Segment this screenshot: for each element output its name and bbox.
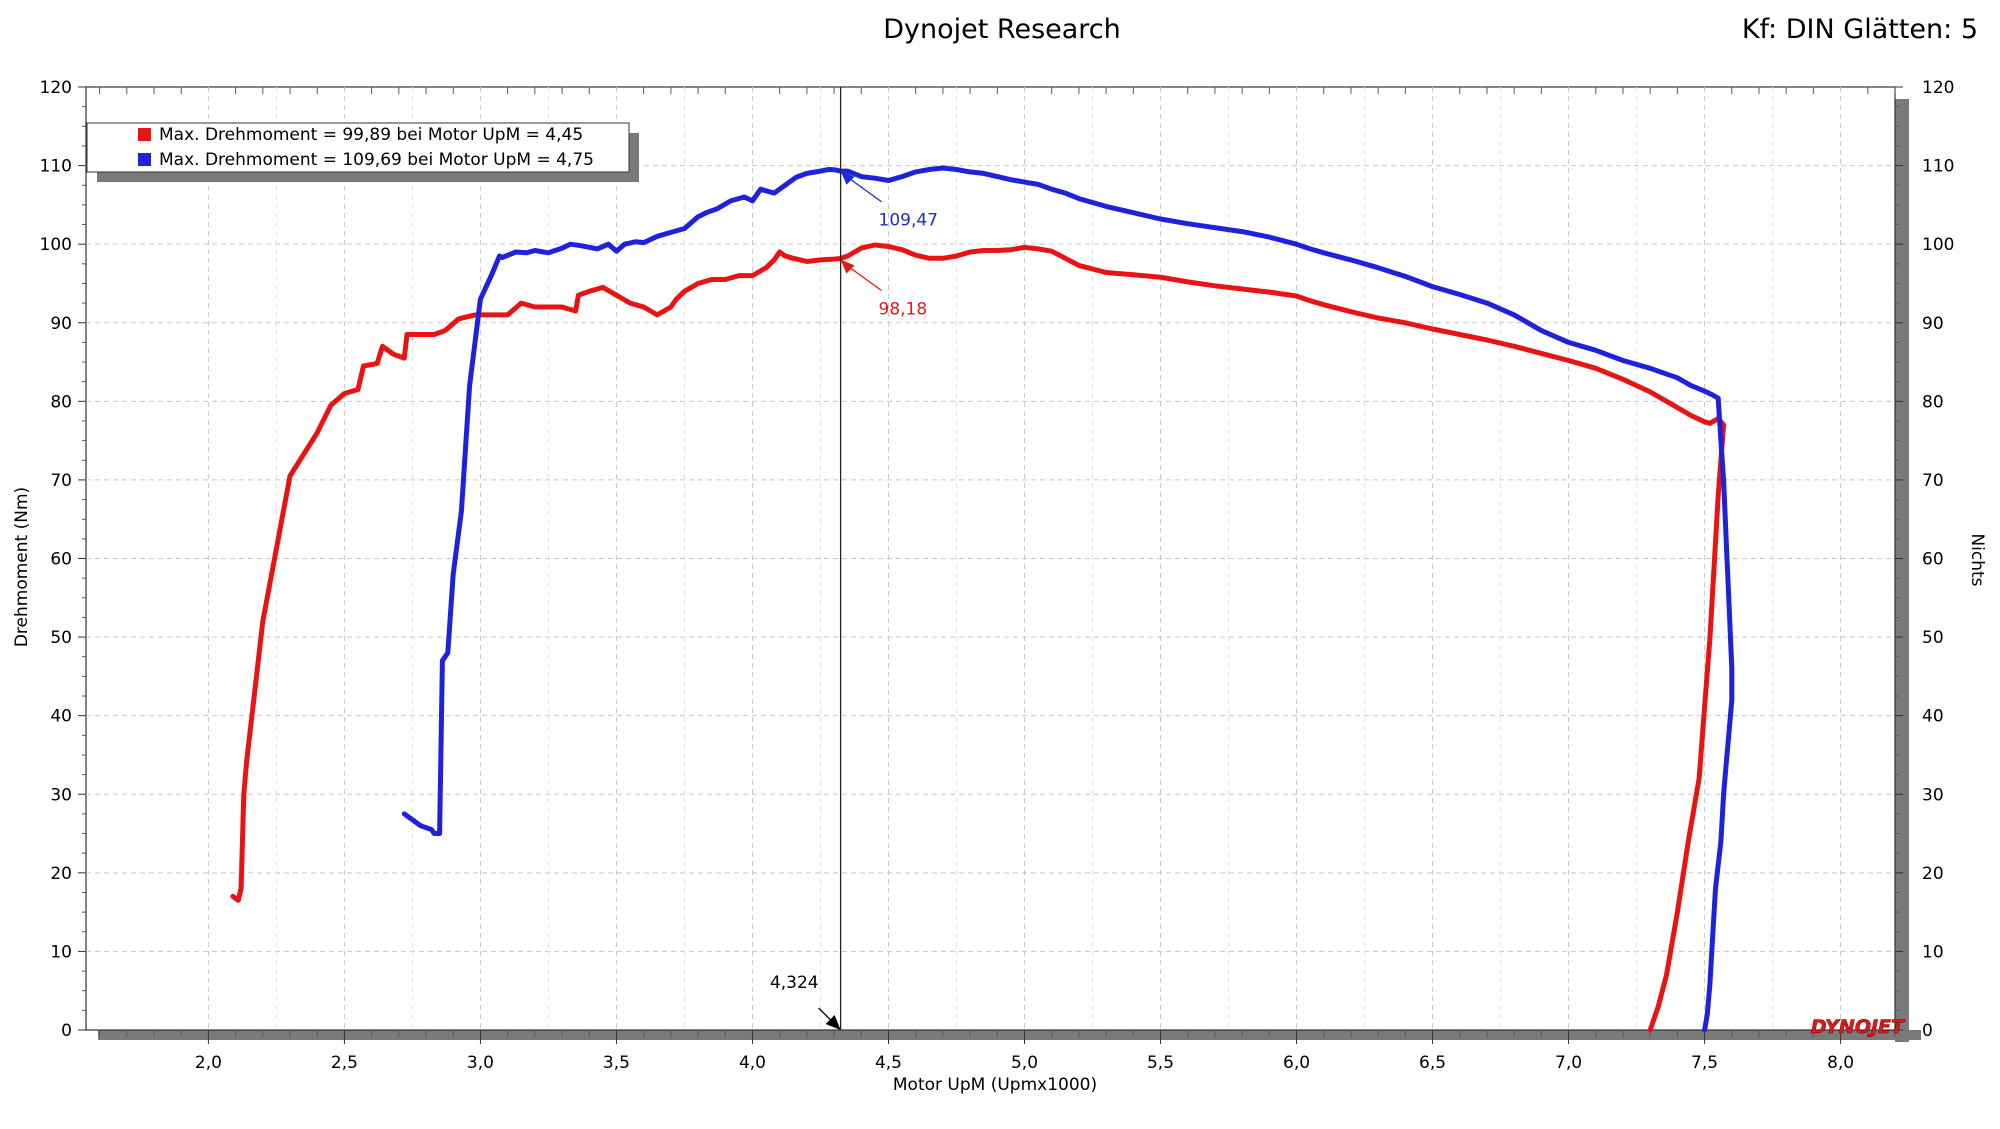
axes: 0 0 10 10 20 20 30 30 40 40 50 50 60 60 70 70 80 80 90 90 10… — [40, 78, 1955, 1073]
right-bevel-bar — [1895, 99, 1909, 1042]
y2-tick-label: 70 — [1922, 471, 1944, 491]
y-tick-label: 90 — [50, 314, 72, 334]
dynojet-logo: DYNOJET — [1811, 1016, 1906, 1038]
y-tick-label: 100 — [40, 235, 72, 255]
data-series — [230, 165, 1735, 1033]
cursor-arrow — [825, 1015, 841, 1030]
legend-label-red: Max. Drehmoment = 99,89 bei Motor UpM = … — [159, 125, 583, 145]
annotation-pointer-line — [845, 175, 882, 203]
plot-frame — [85, 86, 1921, 1042]
annotation-arrow — [840, 170, 855, 185]
y-tick-label: 120 — [40, 78, 72, 98]
y2-tick-label: 40 — [1922, 707, 1944, 727]
x-tick-label: 3,5 — [603, 1053, 630, 1073]
y-tick-label: 50 — [50, 628, 72, 648]
x-tick-label: 4,5 — [875, 1053, 902, 1073]
y-tick-label: 10 — [50, 942, 72, 962]
x-tick-label: 2,0 — [195, 1053, 222, 1073]
y2-tick-label: 80 — [1922, 392, 1944, 412]
y-axis-title: Drehmoment (Nm) — [12, 487, 32, 647]
y-tick-label: 70 — [50, 471, 72, 491]
grid-lines — [86, 87, 1895, 1030]
x-tick-label: 3,0 — [467, 1053, 494, 1073]
y2-tick-label: 30 — [1922, 785, 1944, 805]
y-tick-label: 30 — [50, 785, 72, 805]
y2-tick-label: 90 — [1922, 314, 1944, 334]
annotation-label: 98,18 — [879, 299, 928, 319]
legend: Max. Drehmoment = 99,89 bei Motor UpM = … — [86, 122, 639, 182]
annotation-pointer-line — [845, 263, 882, 291]
chart-title: Dynojet Research — [883, 14, 1121, 45]
y-tick-label: 60 — [50, 550, 72, 570]
legend-box — [86, 122, 630, 173]
x-tick-label: 8,0 — [1827, 1053, 1854, 1073]
x-axis-title: Motor UpM (Upmx1000) — [893, 1075, 1097, 1095]
legend-swatch-red — [138, 128, 151, 141]
y2-tick-label: 0 — [1922, 1021, 1933, 1041]
annotation-arrow — [840, 259, 855, 274]
y-tick-label: 40 — [50, 707, 72, 727]
correction-factor-label: Kf: DIN Glätten: 5 — [1742, 14, 1978, 45]
y2-tick-label: 10 — [1922, 942, 1944, 962]
y-tick-label: 0 — [61, 1021, 72, 1041]
x-tick-label: 7,5 — [1691, 1053, 1718, 1073]
y-tick-label: 80 — [50, 392, 72, 412]
x-tick-label: 2,5 — [331, 1053, 358, 1073]
y-tick-label: 20 — [50, 864, 72, 884]
value-annotations: 109,47 98,18 — [840, 170, 938, 319]
annotation-label: 109,47 — [879, 211, 938, 231]
x-tick-label: 5,5 — [1147, 1053, 1174, 1073]
x-tick-label: 6,5 — [1419, 1053, 1446, 1073]
rpm-cursor[interactable]: 4,324 — [770, 87, 842, 1030]
cursor-value-label: 4,324 — [770, 973, 819, 993]
y2-tick-label: 100 — [1922, 235, 1954, 255]
y-tick-label: 110 — [40, 157, 72, 177]
y2-tick-label: 120 — [1922, 78, 1954, 98]
x-tick-label: 6,0 — [1283, 1053, 1310, 1073]
y2-axis-title: Nichts — [1967, 533, 1987, 586]
y2-tick-label: 60 — [1922, 550, 1944, 570]
x-tick-label: 7,0 — [1555, 1053, 1582, 1073]
series-line-red — [230, 242, 1727, 1033]
y2-tick-label: 20 — [1922, 864, 1944, 884]
legend-label-blue: Max. Drehmoment = 109,69 bei Motor UpM =… — [159, 150, 594, 170]
legend-swatch-blue — [138, 153, 151, 166]
bottom-bevel-bar — [98, 1030, 1921, 1040]
x-tick-label: 5,0 — [1011, 1053, 1038, 1073]
y2-tick-label: 50 — [1922, 628, 1944, 648]
series-line-blue — [401, 165, 1735, 1033]
x-tick-label: 4,0 — [739, 1053, 766, 1073]
y2-tick-label: 110 — [1922, 157, 1954, 177]
